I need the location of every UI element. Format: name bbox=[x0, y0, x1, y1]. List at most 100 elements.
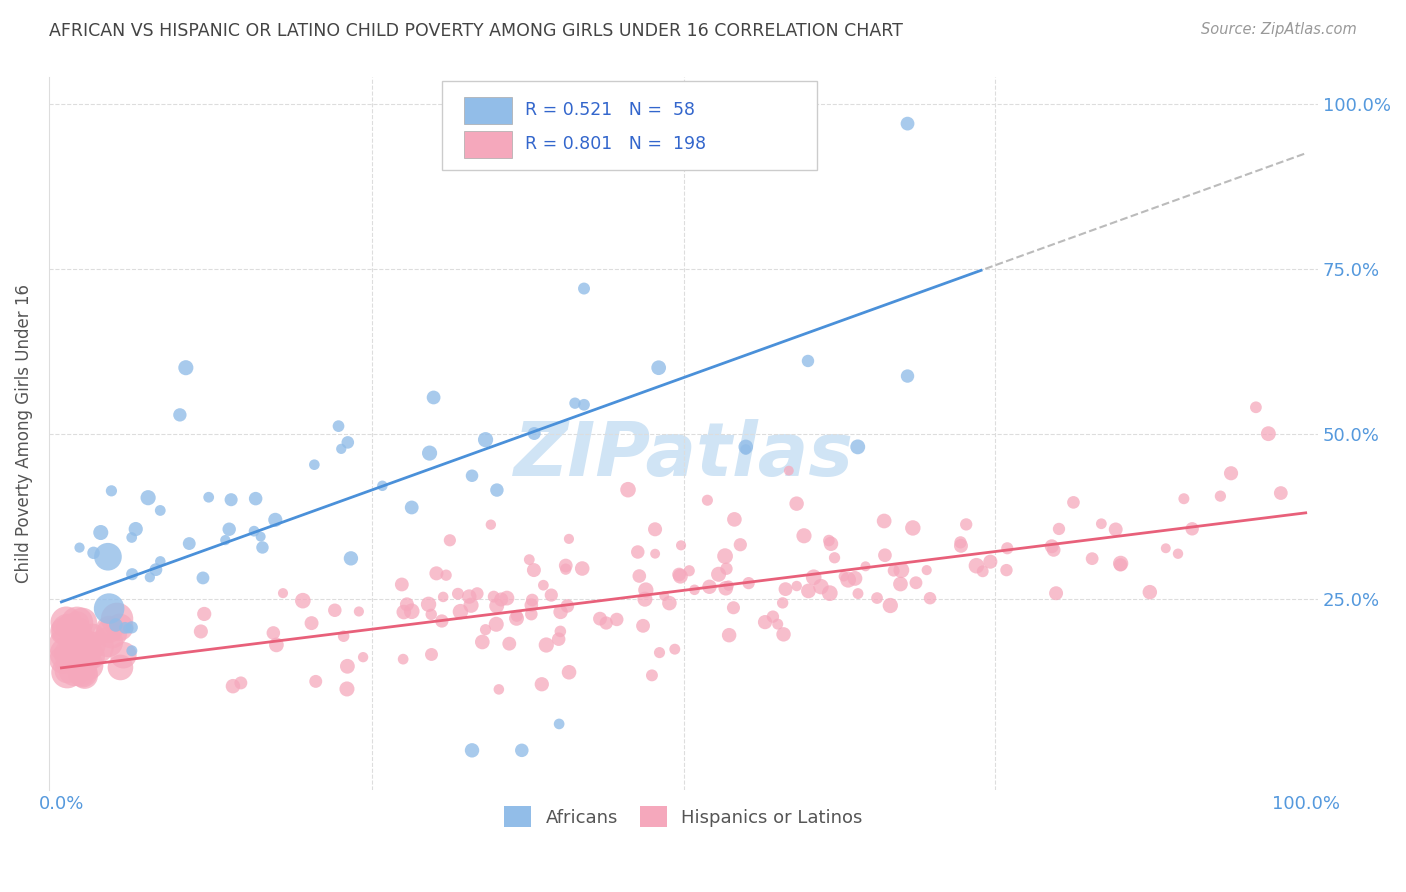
Point bbox=[1042, 543, 1064, 558]
Point bbox=[418, 597, 440, 611]
Point bbox=[554, 558, 576, 573]
Point bbox=[53, 624, 76, 639]
Point bbox=[714, 549, 737, 563]
Point bbox=[786, 497, 808, 511]
Point bbox=[531, 578, 554, 592]
Point bbox=[72, 665, 94, 680]
Point bbox=[846, 586, 869, 600]
Point bbox=[571, 561, 593, 575]
Point bbox=[336, 435, 359, 450]
Point bbox=[125, 522, 148, 536]
Legend: Africans, Hispanics or Latinos: Africans, Hispanics or Latinos bbox=[498, 799, 870, 834]
Point bbox=[550, 605, 572, 619]
Point bbox=[548, 717, 571, 731]
Point bbox=[648, 646, 671, 660]
Point bbox=[979, 555, 1001, 569]
Point bbox=[422, 391, 444, 405]
Point bbox=[471, 635, 494, 649]
Point bbox=[266, 638, 288, 652]
Point bbox=[461, 468, 484, 483]
Point bbox=[392, 652, 415, 666]
Point bbox=[1154, 541, 1177, 556]
Point bbox=[66, 652, 89, 666]
Y-axis label: Child Poverty Among Girls Under 16: Child Poverty Among Girls Under 16 bbox=[15, 285, 32, 583]
Point bbox=[498, 637, 520, 651]
Point bbox=[69, 541, 91, 555]
Point bbox=[837, 573, 859, 587]
Point bbox=[965, 558, 987, 573]
Point bbox=[797, 354, 820, 368]
Point bbox=[718, 628, 741, 642]
Point bbox=[66, 616, 89, 631]
Point bbox=[717, 579, 740, 593]
Point bbox=[112, 648, 135, 662]
Point bbox=[572, 281, 595, 295]
Point bbox=[174, 360, 197, 375]
Point bbox=[447, 587, 470, 601]
Point bbox=[1220, 467, 1243, 481]
Point bbox=[67, 624, 90, 638]
Point bbox=[564, 396, 586, 410]
Point bbox=[70, 665, 93, 680]
Point bbox=[647, 360, 669, 375]
Point bbox=[149, 503, 172, 517]
Point bbox=[669, 569, 692, 583]
Point bbox=[229, 676, 252, 690]
Point bbox=[136, 491, 159, 505]
Point bbox=[995, 563, 1018, 577]
Point bbox=[949, 535, 972, 549]
Point bbox=[392, 605, 415, 619]
Point bbox=[56, 665, 79, 680]
Point bbox=[520, 607, 543, 622]
Point bbox=[644, 522, 666, 536]
Point bbox=[190, 624, 212, 639]
Point bbox=[1081, 551, 1104, 566]
Point bbox=[77, 658, 100, 673]
Point bbox=[219, 492, 242, 507]
Point bbox=[723, 512, 745, 526]
Point bbox=[754, 615, 776, 629]
Point bbox=[301, 616, 323, 631]
Point bbox=[461, 743, 484, 757]
Text: AFRICAN VS HISPANIC OR LATINO CHILD POVERTY AMONG GIRLS UNDER 16 CORRELATION CHA: AFRICAN VS HISPANIC OR LATINO CHILD POVE… bbox=[49, 22, 903, 40]
Point bbox=[56, 623, 79, 637]
Point bbox=[1167, 547, 1189, 561]
Point bbox=[336, 681, 359, 696]
Point bbox=[72, 615, 94, 630]
Point bbox=[678, 564, 700, 578]
Point bbox=[520, 598, 543, 612]
Point bbox=[1045, 586, 1067, 600]
Point bbox=[818, 586, 841, 600]
Point bbox=[730, 538, 752, 552]
Point bbox=[1181, 522, 1204, 536]
Point bbox=[66, 615, 89, 630]
Point bbox=[505, 611, 527, 625]
Point bbox=[772, 627, 794, 641]
Point bbox=[606, 612, 628, 626]
Point bbox=[1139, 585, 1161, 599]
Point bbox=[100, 483, 122, 498]
Point bbox=[550, 624, 572, 639]
Point bbox=[797, 583, 820, 598]
Point bbox=[55, 638, 77, 652]
Point bbox=[641, 668, 664, 682]
Point bbox=[139, 570, 162, 584]
Point bbox=[401, 500, 423, 515]
Point bbox=[540, 588, 562, 602]
Point bbox=[820, 537, 842, 551]
Point bbox=[723, 600, 745, 615]
Point bbox=[506, 608, 529, 623]
Point bbox=[762, 609, 785, 624]
Point bbox=[696, 493, 718, 508]
Point bbox=[1173, 491, 1195, 506]
Point bbox=[352, 650, 374, 665]
Point bbox=[955, 517, 977, 532]
Point bbox=[889, 577, 911, 591]
Point bbox=[252, 541, 274, 555]
Point bbox=[652, 589, 675, 603]
Point bbox=[59, 619, 82, 633]
Point bbox=[1244, 401, 1267, 415]
Point bbox=[558, 532, 581, 546]
Point bbox=[105, 612, 128, 626]
FancyBboxPatch shape bbox=[443, 81, 817, 170]
